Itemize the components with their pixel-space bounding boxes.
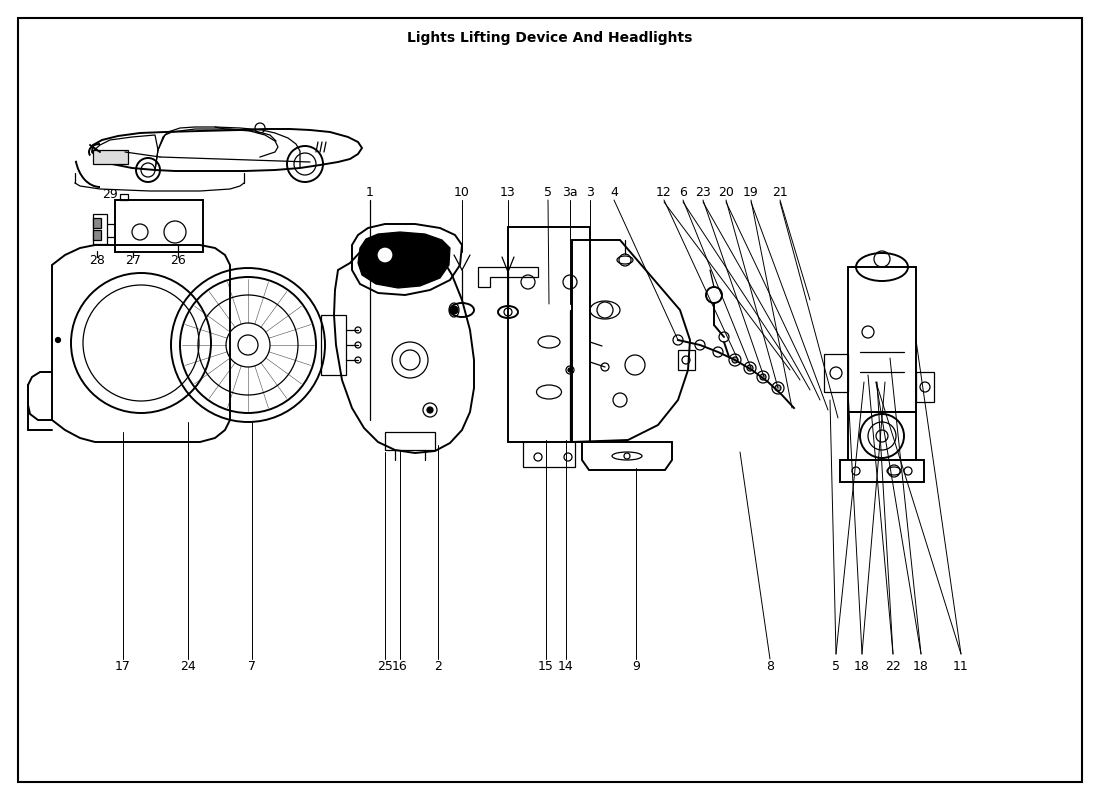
Bar — [321, 315, 346, 375]
Text: 25: 25 — [377, 659, 393, 673]
Bar — [840, 460, 924, 482]
Text: 3a: 3a — [562, 186, 578, 198]
Text: Lights Lifting Device And Headlights: Lights Lifting Device And Headlights — [407, 31, 693, 45]
Text: 5: 5 — [832, 659, 840, 673]
Text: 18: 18 — [854, 659, 870, 673]
Bar — [94, 218, 101, 228]
Text: 29: 29 — [102, 187, 118, 201]
Text: 13: 13 — [500, 186, 516, 198]
Circle shape — [760, 374, 766, 380]
Text: 2: 2 — [434, 659, 442, 673]
Text: 10: 10 — [454, 186, 470, 198]
Text: 28: 28 — [89, 254, 104, 266]
Text: 16: 16 — [392, 659, 408, 673]
Text: 4: 4 — [610, 186, 618, 198]
Bar — [94, 230, 101, 240]
Text: 11: 11 — [953, 659, 969, 673]
Circle shape — [747, 365, 754, 371]
Text: 3: 3 — [586, 186, 594, 198]
Bar — [916, 372, 934, 402]
Circle shape — [427, 407, 433, 413]
Text: 9: 9 — [632, 659, 640, 673]
Bar — [848, 412, 916, 460]
Text: 22: 22 — [886, 659, 901, 673]
Text: 21: 21 — [772, 186, 788, 198]
Polygon shape — [358, 232, 450, 288]
Text: 5: 5 — [544, 186, 552, 198]
Text: 27: 27 — [125, 254, 141, 266]
Bar — [385, 432, 435, 450]
Bar — [508, 227, 590, 442]
Text: 19: 19 — [744, 186, 759, 198]
Text: 24: 24 — [180, 659, 196, 673]
Circle shape — [732, 357, 738, 363]
Circle shape — [776, 385, 781, 391]
Bar — [116, 200, 204, 252]
Text: 12: 12 — [656, 186, 672, 198]
Text: 7: 7 — [248, 659, 256, 673]
Text: 1: 1 — [366, 186, 374, 198]
Bar — [824, 354, 848, 392]
Circle shape — [450, 306, 458, 314]
Bar — [94, 150, 128, 164]
Bar — [94, 214, 107, 244]
Circle shape — [377, 247, 393, 263]
Text: 20: 20 — [718, 186, 734, 198]
Circle shape — [568, 368, 572, 372]
Bar — [120, 194, 128, 200]
Text: 14: 14 — [558, 659, 574, 673]
Text: 26: 26 — [170, 254, 186, 266]
Text: 18: 18 — [913, 659, 928, 673]
Bar — [848, 267, 916, 412]
Text: 17: 17 — [116, 659, 131, 673]
Text: 23: 23 — [695, 186, 711, 198]
Text: 6: 6 — [679, 186, 686, 198]
Circle shape — [55, 338, 60, 342]
Text: 8: 8 — [766, 659, 774, 673]
Text: 15: 15 — [538, 659, 554, 673]
